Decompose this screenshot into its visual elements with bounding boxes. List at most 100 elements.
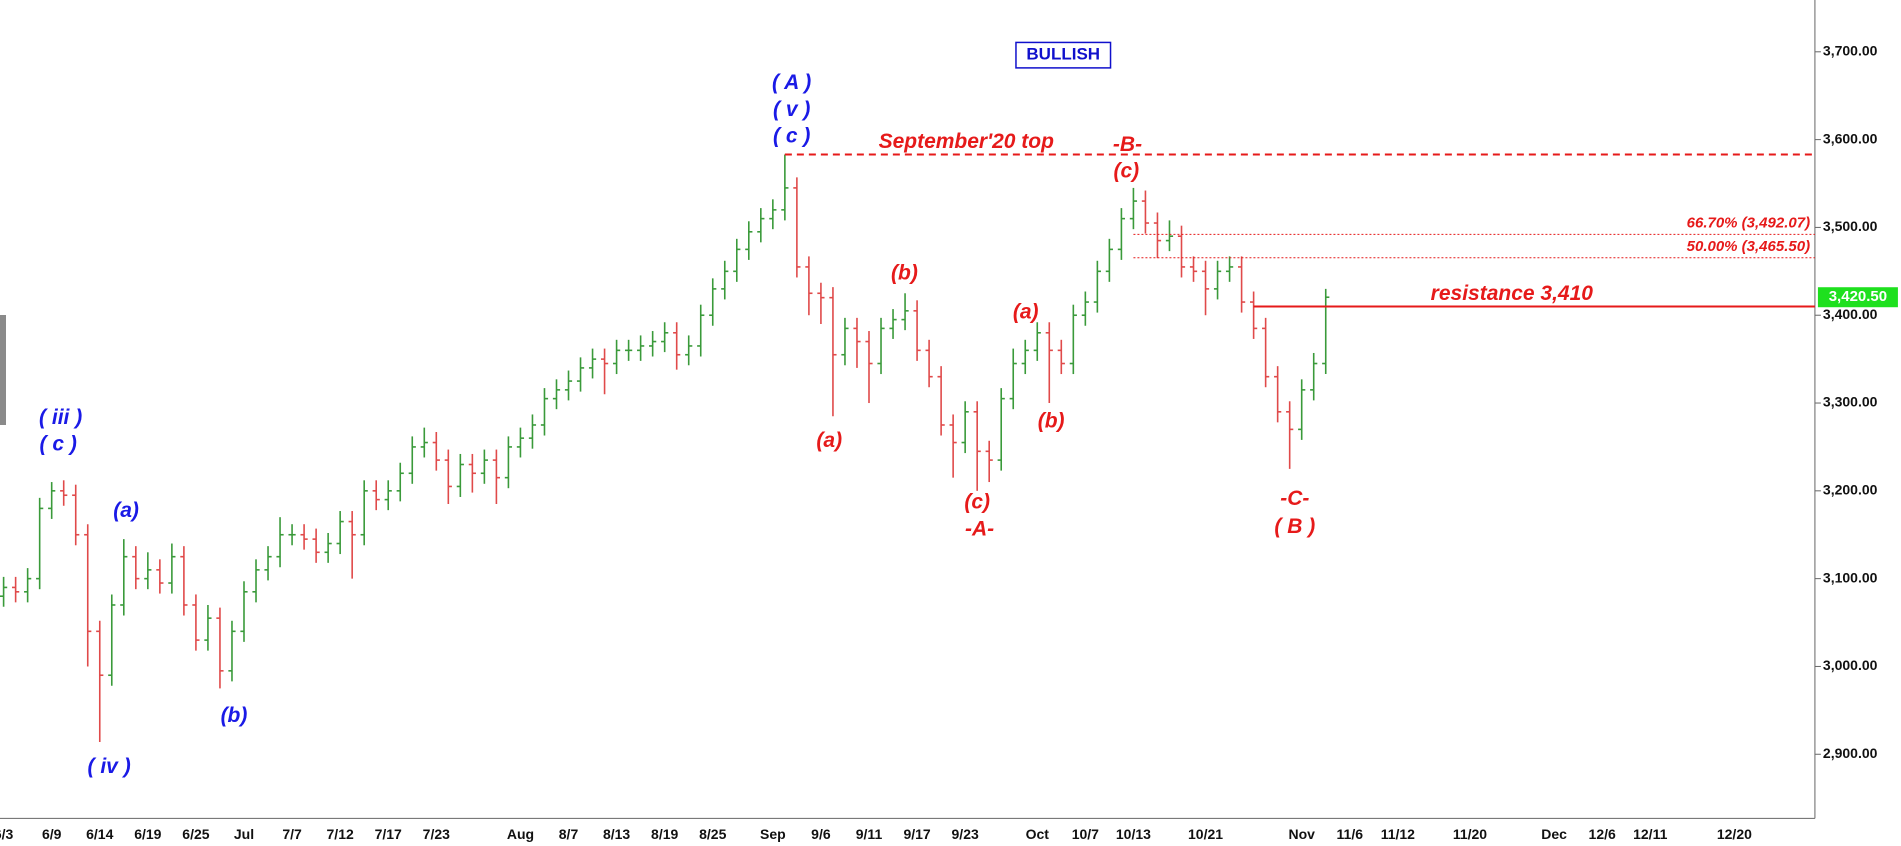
price-bar bbox=[1237, 256, 1246, 313]
price-bar bbox=[384, 480, 392, 511]
price-bar bbox=[853, 317, 861, 368]
price-bar bbox=[1033, 322, 1041, 361]
price-bar bbox=[1262, 317, 1270, 388]
price-bar bbox=[937, 366, 945, 436]
level-label: 66.70% (3,492.07) bbox=[1687, 214, 1810, 231]
price-bar bbox=[288, 524, 296, 546]
price-bar bbox=[757, 208, 765, 243]
y-tick-label: 3,700.00 bbox=[1823, 43, 1878, 59]
x-tick-label: 8/13 bbox=[603, 826, 630, 842]
y-tick-label: 3,200.00 bbox=[1823, 482, 1878, 498]
price-bar bbox=[769, 199, 777, 230]
price-bar bbox=[985, 440, 993, 483]
wave-label: ( v ) bbox=[773, 98, 810, 121]
price-bar bbox=[180, 546, 188, 616]
x-tick-label: 6/19 bbox=[134, 826, 161, 842]
price-bar bbox=[1057, 339, 1065, 375]
level-label: September'20 top bbox=[879, 130, 1055, 153]
price-bar bbox=[48, 482, 56, 519]
price-bar bbox=[492, 449, 501, 505]
wave-label: ( B ) bbox=[1274, 515, 1315, 538]
price-bar bbox=[721, 260, 729, 300]
price-bar bbox=[540, 388, 549, 436]
price-bar bbox=[1213, 260, 1222, 300]
wave-label: -B- bbox=[1113, 133, 1142, 156]
price-bar bbox=[1021, 339, 1029, 375]
price-bar bbox=[1225, 256, 1234, 282]
price-bar bbox=[685, 335, 693, 366]
price-bar bbox=[1129, 187, 1138, 230]
price-bar bbox=[132, 546, 140, 590]
price-bar bbox=[300, 524, 308, 550]
price-bar bbox=[144, 552, 152, 590]
price-bar bbox=[564, 370, 573, 401]
price-bar bbox=[1081, 291, 1089, 326]
wave-label: ( c ) bbox=[773, 125, 810, 148]
y-tick-label: 3,600.00 bbox=[1823, 130, 1878, 146]
wave-label: (a) bbox=[113, 499, 139, 522]
x-tick-label: 7/12 bbox=[327, 826, 354, 842]
x-tick-label: 7/23 bbox=[423, 826, 450, 842]
wave-label: -C- bbox=[1280, 487, 1309, 510]
x-tick-label: 8/25 bbox=[699, 826, 726, 842]
price-bar bbox=[456, 453, 464, 497]
x-tick-label: Dec bbox=[1541, 826, 1567, 842]
price-bar bbox=[1177, 225, 1186, 278]
price-bar bbox=[961, 401, 969, 454]
wave-label: (b) bbox=[891, 262, 918, 285]
y-tick-label: 3,000.00 bbox=[1823, 657, 1878, 673]
price-bar bbox=[1153, 212, 1162, 259]
price-bar bbox=[360, 480, 368, 546]
price-bar bbox=[829, 287, 837, 417]
price-bar bbox=[949, 414, 957, 478]
last-value-tag bbox=[1817, 287, 1898, 308]
wave-label: (b) bbox=[1038, 409, 1065, 432]
price-bar bbox=[192, 594, 200, 651]
badge-label: BULLISH bbox=[1026, 45, 1100, 64]
price-bar bbox=[432, 432, 440, 471]
wave-label: (c) bbox=[964, 491, 990, 514]
price-bar bbox=[12, 576, 20, 603]
price-bar bbox=[96, 620, 104, 742]
price-bar bbox=[1250, 291, 1258, 339]
price-bar bbox=[673, 322, 681, 370]
x-tick-label: 11/6 bbox=[1337, 826, 1364, 842]
x-tick-label: 12/11 bbox=[1633, 826, 1667, 842]
price-bar bbox=[420, 427, 428, 458]
price-bar bbox=[1165, 220, 1174, 252]
x-tick-label: 7/17 bbox=[375, 826, 402, 842]
price-bar bbox=[745, 221, 753, 260]
price-bar bbox=[336, 511, 344, 555]
price-bar bbox=[588, 348, 597, 379]
wave-label: (c) bbox=[1113, 160, 1139, 183]
x-tick-label: 6/25 bbox=[182, 826, 209, 842]
x-tick-label: 8/7 bbox=[559, 826, 579, 842]
wave-label: (b) bbox=[221, 704, 248, 727]
y-tick-label: 3,300.00 bbox=[1823, 394, 1878, 410]
x-tick-label: 10/21 bbox=[1188, 826, 1223, 842]
price-bar bbox=[1189, 256, 1198, 282]
price-bar bbox=[480, 449, 488, 484]
price-bar bbox=[889, 309, 897, 339]
price-bar bbox=[36, 497, 44, 590]
price-bar bbox=[396, 462, 404, 502]
price-bar bbox=[552, 379, 561, 410]
price-bar bbox=[841, 317, 849, 366]
x-tick-label: Aug bbox=[507, 826, 534, 842]
price-bar bbox=[1045, 322, 1053, 404]
x-tick-label: 10/7 bbox=[1072, 826, 1099, 842]
price-bar bbox=[120, 539, 128, 616]
wave-label: ( iv ) bbox=[88, 755, 131, 778]
price-bar bbox=[516, 427, 525, 458]
price-bar bbox=[733, 238, 741, 282]
price-bar bbox=[865, 331, 873, 404]
price-bar bbox=[1117, 208, 1126, 260]
price-bar bbox=[276, 517, 284, 568]
x-tick-label: 9/11 bbox=[856, 826, 883, 842]
price-bar bbox=[348, 511, 356, 579]
price-bar bbox=[1298, 379, 1306, 440]
wave-label: (a) bbox=[1013, 300, 1039, 323]
price-bar bbox=[312, 528, 320, 563]
